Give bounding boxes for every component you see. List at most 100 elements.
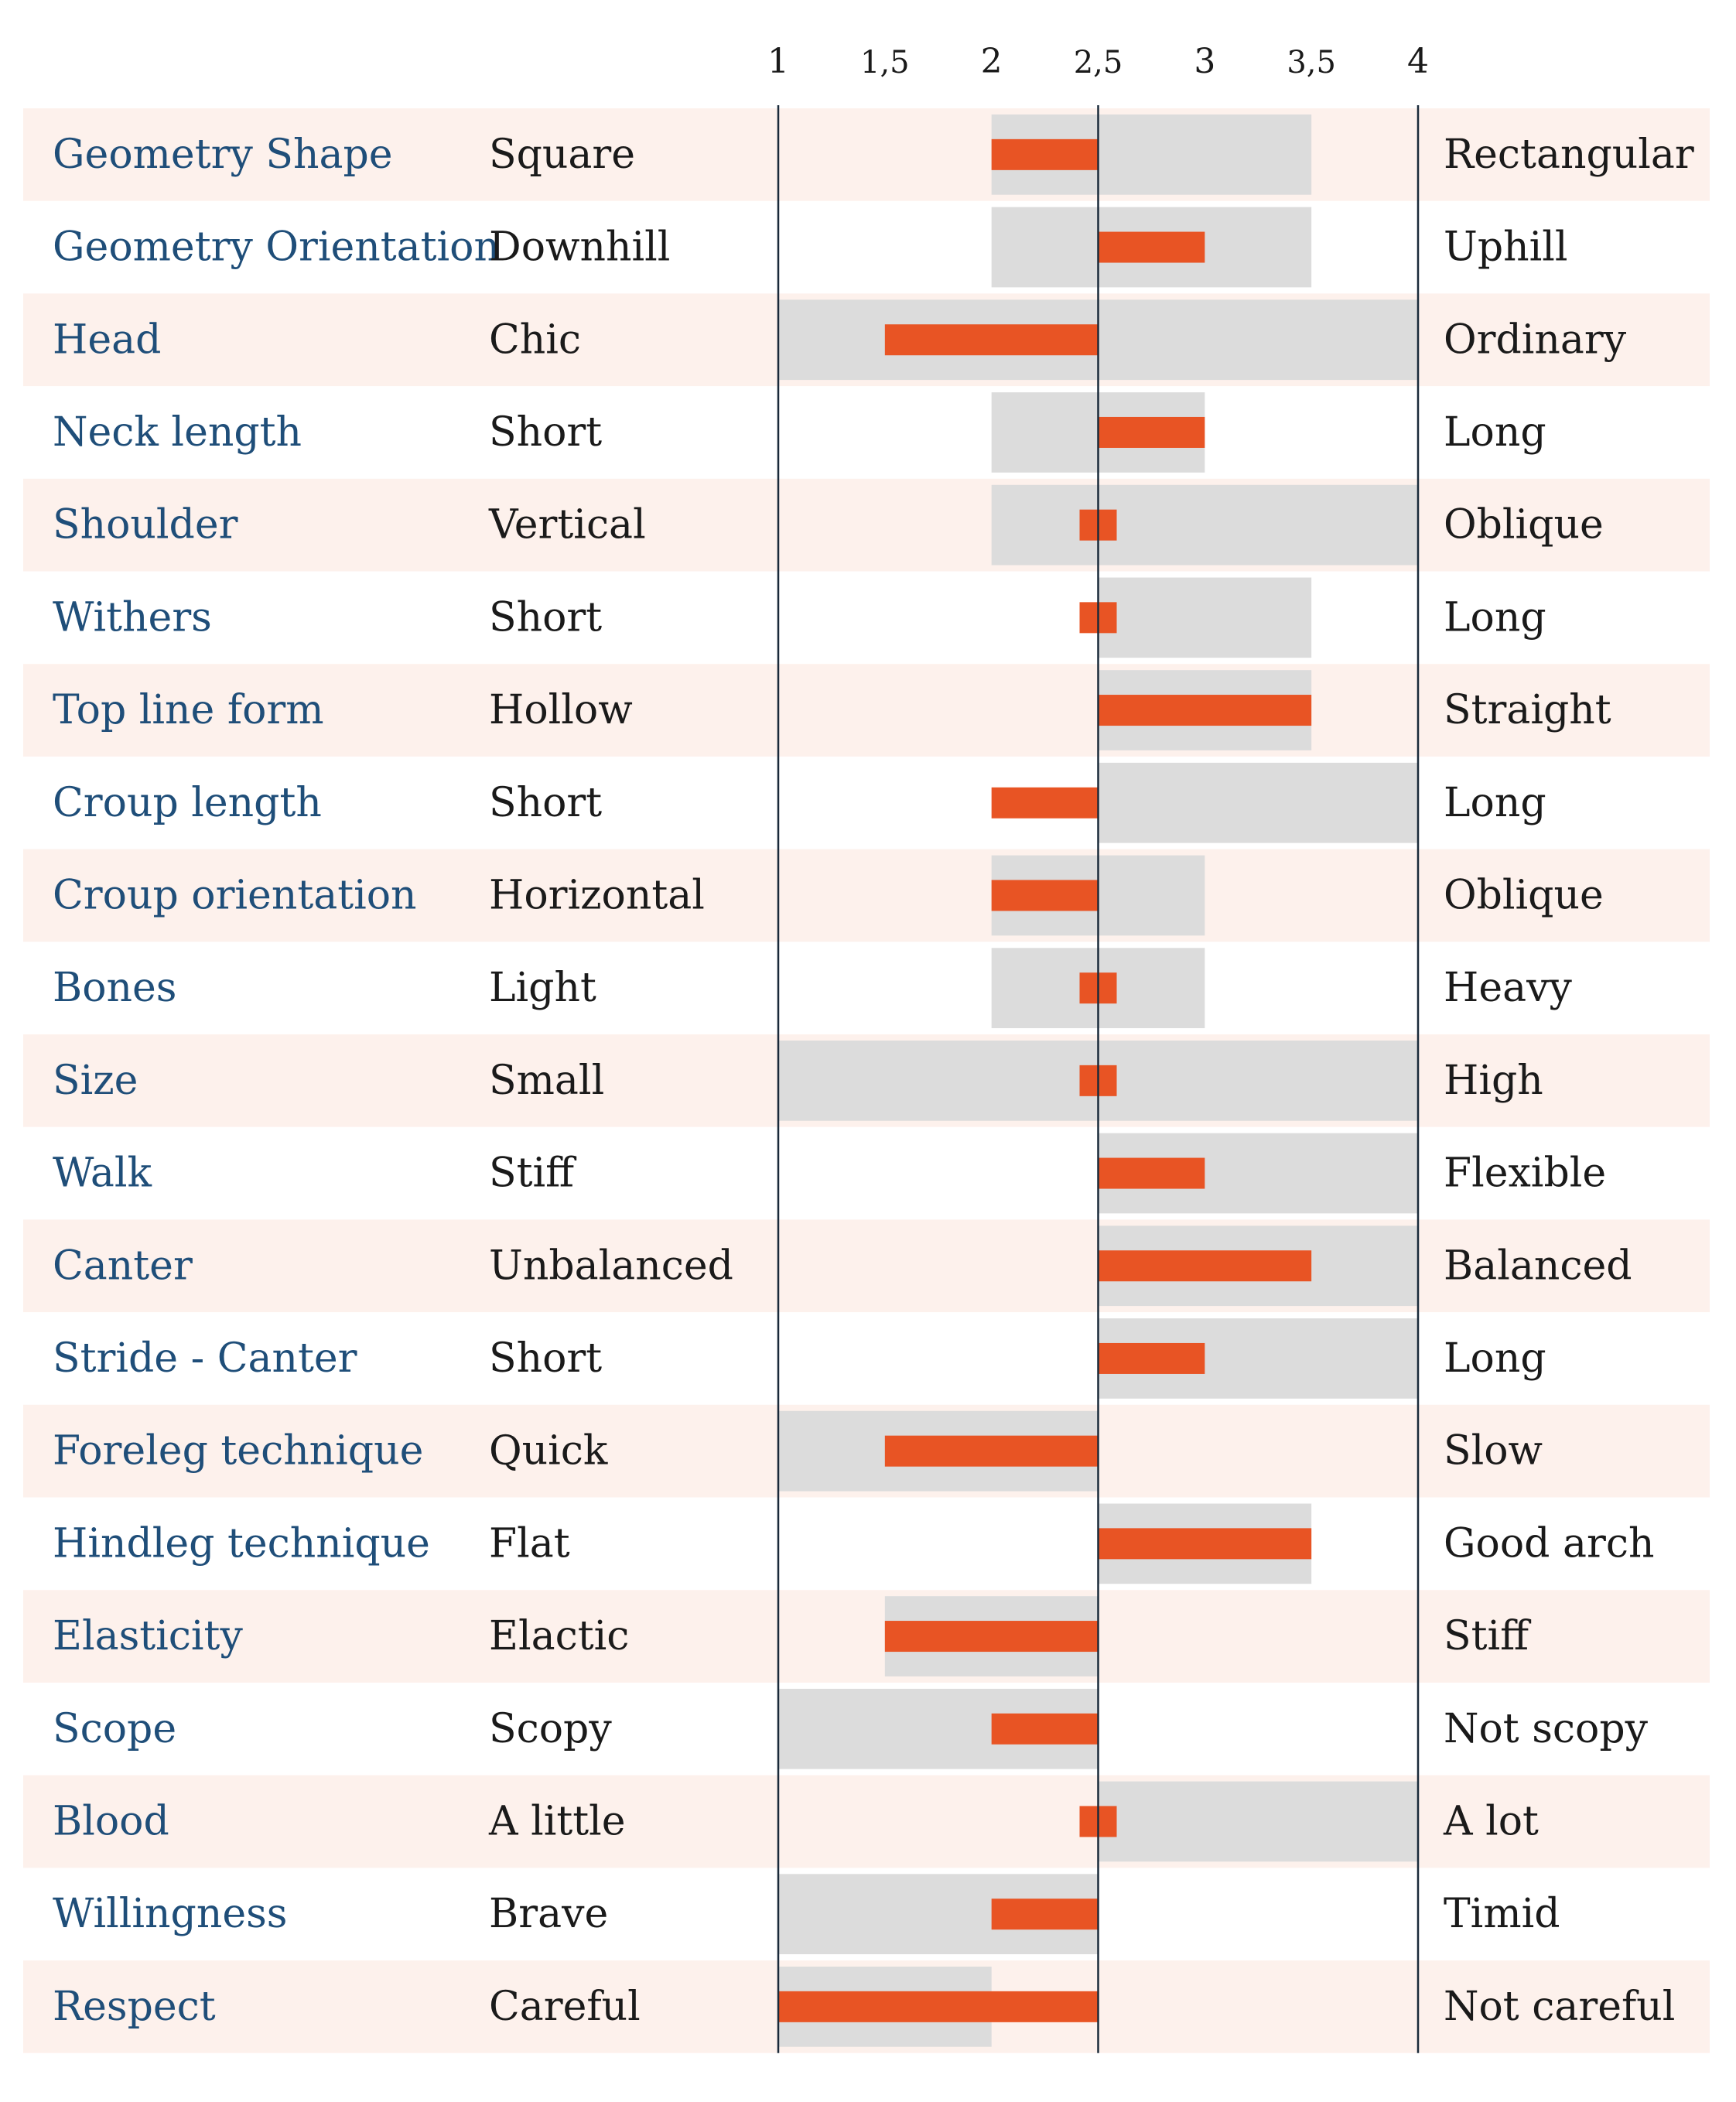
low-pole-label: Elactic	[489, 1613, 629, 1659]
high-pole-label: Not scopy	[1444, 1706, 1649, 1752]
high-pole-label: Flexible	[1444, 1150, 1606, 1197]
high-pole-label: Good arch	[1444, 1520, 1654, 1567]
row-stripe	[23, 664, 1710, 757]
range-band	[991, 484, 1418, 566]
low-pole-label: Careful	[489, 1984, 641, 2030]
value-bar	[1098, 1342, 1205, 1374]
trait-label: Top line form	[53, 687, 324, 733]
low-pole-label: A little	[488, 1798, 626, 1844]
row-stripe	[23, 108, 1710, 201]
low-pole-label: Brave	[489, 1891, 608, 1937]
value-bar	[778, 1991, 1099, 2022]
reference-lines	[777, 105, 1420, 2053]
trait-label: Stride - Canter	[53, 1335, 357, 1382]
high-pole-label: Stiff	[1444, 1613, 1532, 1659]
high-pole-label: Long	[1444, 594, 1546, 641]
high-pole-label: Rectangular	[1444, 132, 1694, 178]
value-bar	[1098, 416, 1205, 448]
trait-label: Hindleg technique	[53, 1520, 430, 1567]
low-pole-label: Short	[489, 780, 602, 826]
value-bar	[1098, 695, 1312, 726]
high-pole-label: Balanced	[1444, 1242, 1632, 1289]
tick-label: 2	[981, 42, 1003, 81]
high-pole-label: Uphill	[1444, 224, 1568, 271]
low-pole-label: Unbalanced	[489, 1242, 733, 1289]
high-pole-label: Oblique	[1444, 872, 1604, 918]
tick-labels: 1 1,5 2 2,5 3 3,5 4	[767, 42, 1429, 81]
value-bar	[1098, 1528, 1312, 1560]
low-pole-label: Short	[489, 594, 602, 641]
row-stripe	[23, 478, 1710, 572]
high-pole-label: High	[1444, 1058, 1543, 1104]
low-pole-label: Flat	[489, 1520, 570, 1567]
low-pole-label: Short	[489, 409, 602, 456]
value-bar	[991, 787, 1099, 819]
low-pole-label: Square	[489, 132, 635, 178]
row-labels: Geometry Shape Square Rectangular Geometry …	[53, 132, 1694, 2030]
value-bar	[1098, 231, 1205, 263]
tick-label: 4	[1407, 42, 1429, 81]
trait-label: Respect	[53, 1984, 216, 2030]
range-band	[1098, 1781, 1418, 1862]
tick-label: 1,5	[860, 45, 910, 80]
value-bar	[991, 1713, 1099, 1745]
trait-label: Shoulder	[53, 502, 238, 549]
row-stripe	[23, 849, 1710, 942]
low-pole-label: Quick	[489, 1428, 608, 1475]
low-pole-label: Short	[489, 1335, 602, 1382]
trait-label: Willingness	[53, 1891, 287, 1937]
value-bar	[991, 880, 1099, 911]
value-bar	[884, 324, 1099, 356]
range-band	[1098, 762, 1418, 843]
trait-label: Croup orientation	[53, 872, 417, 918]
low-pole-label: Chic	[489, 316, 581, 363]
trait-label: Scope	[53, 1706, 176, 1752]
low-pole-label: Stiff	[489, 1150, 577, 1197]
high-pole-label: Long	[1444, 780, 1546, 826]
low-pole-label: Vertical	[488, 502, 646, 549]
low-pole-label: Small	[489, 1058, 604, 1104]
low-pole-label: Hollow	[489, 687, 633, 733]
high-pole-label: Long	[1444, 409, 1546, 456]
high-pole-label: Straight	[1444, 687, 1611, 733]
low-pole-label: Horizontal	[489, 872, 705, 918]
row-stripe	[23, 1775, 1710, 1868]
trait-label: Walk	[53, 1150, 152, 1197]
trait-label: Size	[53, 1058, 138, 1104]
high-pole-label: Long	[1444, 1335, 1546, 1382]
trait-label: Croup length	[53, 780, 322, 826]
trait-label: Elasticity	[53, 1613, 243, 1659]
trait-label: Geometry Orientation	[53, 224, 500, 271]
value-bar	[884, 1621, 1099, 1653]
low-pole-label: Light	[489, 965, 596, 1011]
trait-label: Head	[53, 316, 161, 363]
high-pole-label: Timid	[1444, 1891, 1560, 1937]
high-pole-label: Oblique	[1444, 502, 1604, 549]
trait-label: Foreleg technique	[53, 1428, 423, 1475]
trait-label: Blood	[53, 1798, 169, 1844]
range-band	[1098, 577, 1312, 658]
row-stripe	[23, 1219, 1710, 1313]
value-bar	[1098, 1250, 1312, 1282]
low-pole-label: Downhill	[489, 224, 670, 271]
trait-label: Canter	[53, 1242, 193, 1289]
value-bar	[991, 1899, 1099, 1930]
tick-label: 2,5	[1074, 45, 1123, 80]
tick-label: 1	[767, 42, 789, 81]
high-pole-label: Heavy	[1444, 965, 1573, 1011]
row-stripe	[23, 1590, 1710, 1683]
trait-label: Neck length	[53, 409, 302, 456]
trait-label: Withers	[53, 594, 212, 641]
trait-label: Bones	[53, 965, 176, 1011]
value-bar	[884, 1435, 1099, 1467]
value-bar	[1098, 1157, 1205, 1189]
low-pole-label: Scopy	[489, 1706, 612, 1752]
value-bar	[991, 138, 1099, 170]
high-pole-label: Ordinary	[1444, 316, 1627, 363]
high-pole-label: Not careful	[1444, 1984, 1675, 2030]
high-pole-label: Slow	[1444, 1428, 1543, 1475]
tick-label: 3,5	[1287, 45, 1336, 80]
tick-label: 3	[1194, 42, 1215, 81]
high-pole-label: A lot	[1443, 1798, 1539, 1844]
